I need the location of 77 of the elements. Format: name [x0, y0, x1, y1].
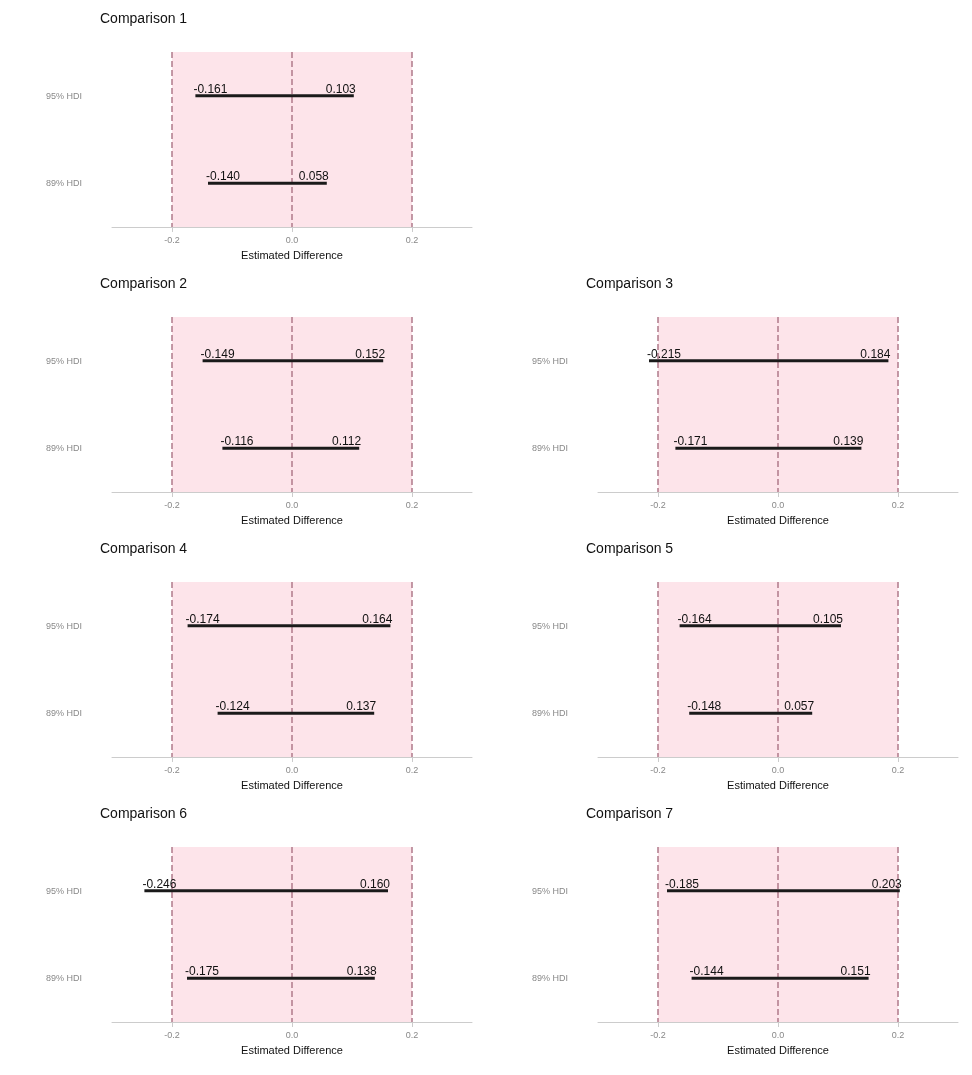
- y-tick-label: 95% HDI: [531, 885, 568, 896]
- x-tick-label: -0.2: [164, 1029, 180, 1040]
- x-tick-label: -0.2: [650, 499, 666, 510]
- annotation: -0.149: [200, 346, 235, 361]
- y-tick-label: 89% HDI: [45, 178, 82, 189]
- annotation: 0.103: [325, 81, 357, 96]
- x-tick-label: -0.2: [164, 764, 180, 775]
- x-tick-label: 0.0: [285, 764, 299, 775]
- annotation: -0.185: [665, 876, 700, 891]
- y-tick-label: 95% HDI: [531, 355, 568, 366]
- x-tick-label: -0.2: [650, 764, 666, 775]
- chart-title: Comparison 3: [586, 275, 674, 291]
- x-axis-title: Estimated Difference: [241, 778, 343, 791]
- x-axis-title: Estimated Difference: [241, 248, 343, 261]
- chart-title: Comparison 4: [100, 540, 188, 556]
- y-tick-label: 89% HDI: [531, 443, 568, 454]
- x-axis-title: Estimated Difference: [727, 513, 829, 526]
- chart-title: Comparison 1: [100, 10, 188, 26]
- annotation: -0.175: [185, 964, 220, 979]
- annotation: -0.171: [673, 434, 708, 449]
- y-tick-label: 95% HDI: [531, 620, 568, 631]
- x-axis-title: Estimated Difference: [241, 1043, 343, 1056]
- y-tick-label: 95% HDI: [45, 620, 82, 631]
- annotation: 0.164: [362, 611, 393, 626]
- annotation: 0.105: [812, 611, 844, 626]
- x-tick-label: 0.0: [285, 1029, 299, 1040]
- x-axis-title: Estimated Difference: [727, 778, 829, 791]
- annotation: -0.140: [206, 169, 241, 184]
- annotation: -0.116: [220, 434, 254, 449]
- x-tick-label: 0.2: [891, 764, 905, 775]
- x-tick-label: 0.0: [285, 499, 299, 510]
- chart-title: Comparison 7: [586, 805, 674, 821]
- x-tick-label: -0.2: [164, 234, 180, 245]
- annotation: 0.058: [298, 169, 330, 184]
- annotation: 0.057: [784, 699, 815, 714]
- x-tick-label: 0.2: [405, 499, 419, 510]
- x-tick-label: 0.0: [285, 234, 299, 245]
- x-tick-label: -0.2: [164, 499, 180, 510]
- annotation: 0.138: [346, 964, 378, 979]
- x-tick-label: 0.2: [405, 764, 419, 775]
- y-tick-label: 89% HDI: [531, 973, 568, 984]
- annotation: 0.203: [871, 876, 903, 891]
- annotation: 0.152: [355, 346, 386, 361]
- y-tick-label: 89% HDI: [45, 443, 82, 454]
- x-tick-label: 0.2: [891, 499, 905, 510]
- chart-title: Comparison 2: [100, 275, 188, 291]
- annotation: -0.246: [142, 876, 177, 891]
- annotation: -0.148: [687, 699, 722, 714]
- y-tick-label: 89% HDI: [531, 708, 568, 719]
- annotation: 0.184: [860, 346, 891, 361]
- annotation: -0.215: [647, 346, 682, 361]
- x-axis-title: Estimated Difference: [241, 513, 343, 526]
- x-tick-label: 0.0: [771, 764, 785, 775]
- y-tick-label: 95% HDI: [45, 355, 82, 366]
- y-tick-label: 89% HDI: [45, 973, 82, 984]
- annotation: -0.124: [215, 699, 250, 714]
- y-tick-label: 95% HDI: [45, 90, 82, 101]
- x-tick-label: 0.2: [405, 234, 419, 245]
- annotation: -0.164: [677, 611, 712, 626]
- annotation: -0.161: [193, 81, 228, 96]
- annotation: 0.137: [346, 699, 377, 714]
- annotation: -0.144: [689, 964, 724, 979]
- annotation: 0.139: [833, 434, 864, 449]
- x-tick-label: 0.2: [891, 1029, 905, 1040]
- chart-title: Comparison 6: [100, 805, 188, 821]
- annotation: 0.151: [840, 964, 871, 979]
- x-tick-label: -0.2: [650, 1029, 666, 1040]
- annotation: -0.174: [185, 611, 220, 626]
- y-tick-label: 95% HDI: [45, 885, 82, 896]
- x-axis-title: Estimated Difference: [727, 1043, 829, 1056]
- x-tick-label: 0.0: [771, 1029, 785, 1040]
- annotation: 0.112: [332, 434, 362, 449]
- x-tick-label: 0.0: [771, 499, 785, 510]
- y-tick-label: 89% HDI: [45, 708, 82, 719]
- x-tick-label: 0.2: [405, 1029, 419, 1040]
- annotation: 0.160: [359, 876, 391, 891]
- chart-title: Comparison 5: [586, 540, 674, 556]
